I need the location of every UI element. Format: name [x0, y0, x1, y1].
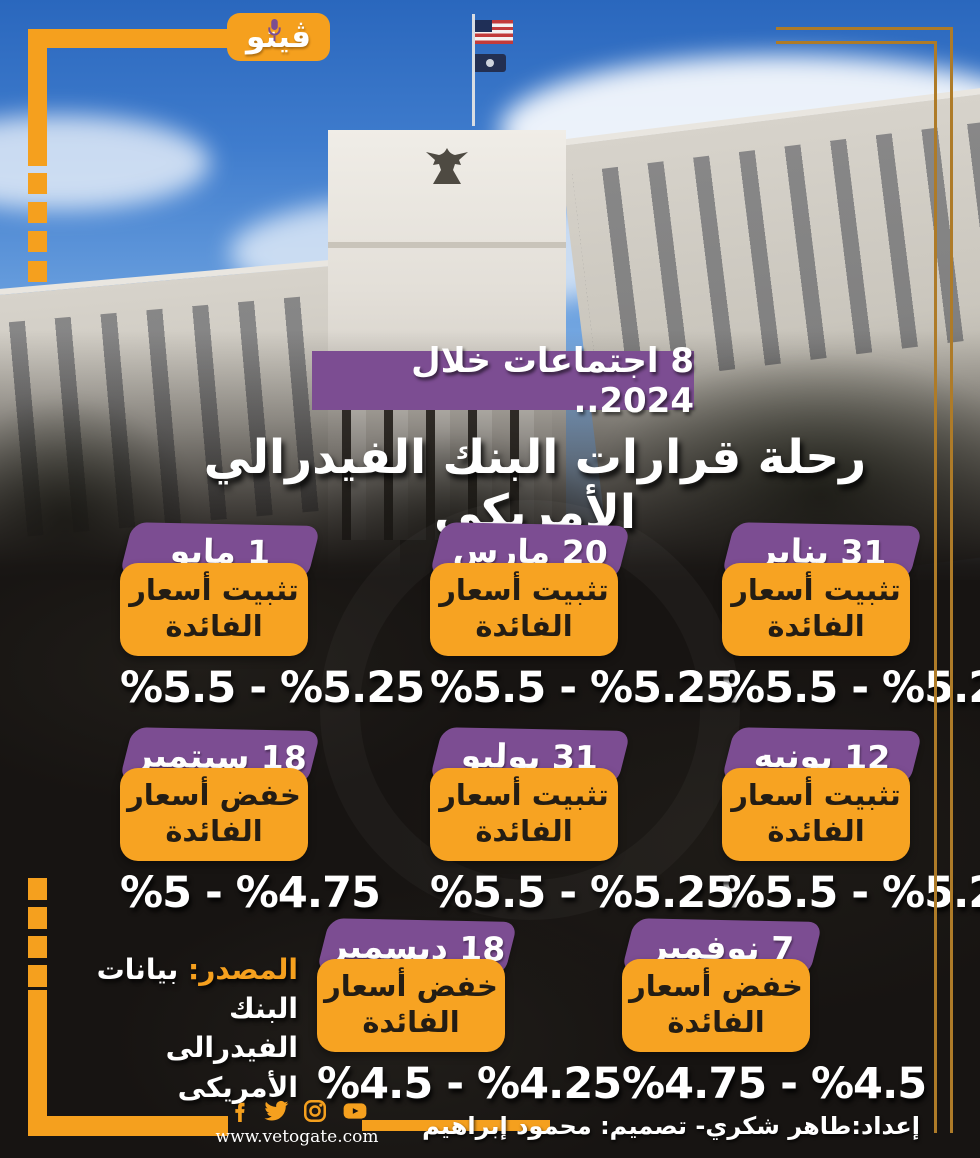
- source-line2: الفيدرالى الأمريكى: [165, 1031, 298, 1104]
- meeting-rate: %5.5 - %5.25: [722, 867, 980, 918]
- frame-dash: [28, 936, 47, 958]
- facebook-icon[interactable]: [228, 1098, 250, 1124]
- credits: إعداد:طاهر شكري- تصميم: محمود إبراهيم: [422, 1112, 920, 1140]
- meeting-decision-box: تثبيت أسعار الفائدة: [722, 563, 910, 656]
- thin-line-right-outer: [950, 27, 953, 1133]
- federal-reserve-photo: [0, 0, 980, 585]
- meeting-rate: %5.5 - %5.25: [430, 662, 735, 713]
- source-line1: بيانات البنك: [96, 953, 298, 1026]
- banner: 8 اجتماعات خلال 2024..: [312, 341, 694, 421]
- banner-text: 8 اجتماعات خلال 2024..: [411, 340, 694, 421]
- frame-top-bar: [28, 29, 228, 48]
- meeting-card-jul31: 31 يوليو تثبيت أسعار الفائدة %5.5 - %5.25: [429, 727, 735, 918]
- meeting-decision-box: خفض أسعار الفائدة: [622, 959, 810, 1052]
- meeting-card-dec18: 18 ديسمبر خفض أسعار الفائدة %4.5 - %4.25: [316, 918, 622, 1109]
- frame-dash: [28, 173, 47, 194]
- meeting-rate: %5.5 - %5.25: [722, 662, 980, 713]
- meeting-card-mar20: 20 مارس تثبيت أسعار الفائدة %5.5 - %5.25: [429, 522, 735, 713]
- meeting-rate: %5.5 - %5.25: [430, 867, 735, 918]
- building-attic: [328, 130, 566, 248]
- social-icons: [228, 1098, 370, 1124]
- frame-bottom-bar: [28, 1116, 228, 1136]
- thin-line-top-outer: [776, 27, 952, 30]
- veto-logo[interactable]: ڤيتو: [227, 13, 330, 61]
- twitter-icon[interactable]: [262, 1098, 290, 1124]
- flag-pole: [472, 14, 475, 126]
- microphone-icon: [268, 18, 281, 42]
- frame-dash: [28, 878, 47, 900]
- frame-dash: [28, 965, 47, 987]
- thin-line-top-inner: [776, 41, 936, 44]
- meeting-decision-box: تثبيت أسعار الفائدة: [430, 563, 618, 656]
- meeting-rate: %5.5 - %5.25: [120, 662, 425, 713]
- frame-dash: [28, 261, 47, 282]
- us-flag: [475, 20, 513, 44]
- source-label: المصدر:: [188, 953, 298, 986]
- fed-flag: [475, 54, 506, 72]
- meeting-decision-box: تثبيت أسعار الفائدة: [430, 768, 618, 861]
- website-url[interactable]: www.vetogate.com: [215, 1127, 379, 1147]
- meeting-rate: %4.5 - %4.25: [317, 1058, 622, 1109]
- veto-logo-text: ڤيتو: [245, 18, 312, 55]
- frame-bottom-left-bar: [28, 990, 47, 1136]
- meeting-card-may1: 1 مايو تثبيت أسعار الفائدة %5.5 - %5.25: [119, 522, 425, 713]
- dark-background: [0, 580, 980, 1158]
- instagram-icon[interactable]: [302, 1098, 328, 1124]
- frame-dash: [28, 907, 47, 929]
- meeting-card-sep18: 18 سبتمبر خفض أسعار الفائدة %5 - %4.75: [119, 727, 381, 918]
- meeting-decision-box: خفض أسعار الفائدة: [120, 768, 308, 861]
- meeting-decision-box: تثبيت أسعار الفائدة: [120, 563, 308, 656]
- meeting-rate: %5 - %4.75: [120, 867, 381, 918]
- frame-top-left-bar: [28, 29, 47, 166]
- meeting-rate: %4.75 - %4.5: [622, 1058, 927, 1109]
- frame-dash: [28, 231, 47, 252]
- thin-line-right-inner: [934, 41, 937, 1133]
- meeting-decision-box: تثبيت أسعار الفائدة: [722, 768, 910, 861]
- source-note: المصدر: بيانات البنك الفيدرالى الأمريكى: [58, 950, 298, 1107]
- meeting-decision-box: خفض أسعار الفائدة: [317, 959, 505, 1052]
- eagle-statue-icon: [426, 148, 468, 184]
- frame-bottom-segment: [362, 1120, 550, 1131]
- frame-dash: [28, 202, 47, 223]
- youtube-icon[interactable]: [340, 1098, 370, 1124]
- meeting-card-nov7: 7 نوفمبر خفض أسعار الفائدة %4.75 - %4.5: [621, 918, 927, 1109]
